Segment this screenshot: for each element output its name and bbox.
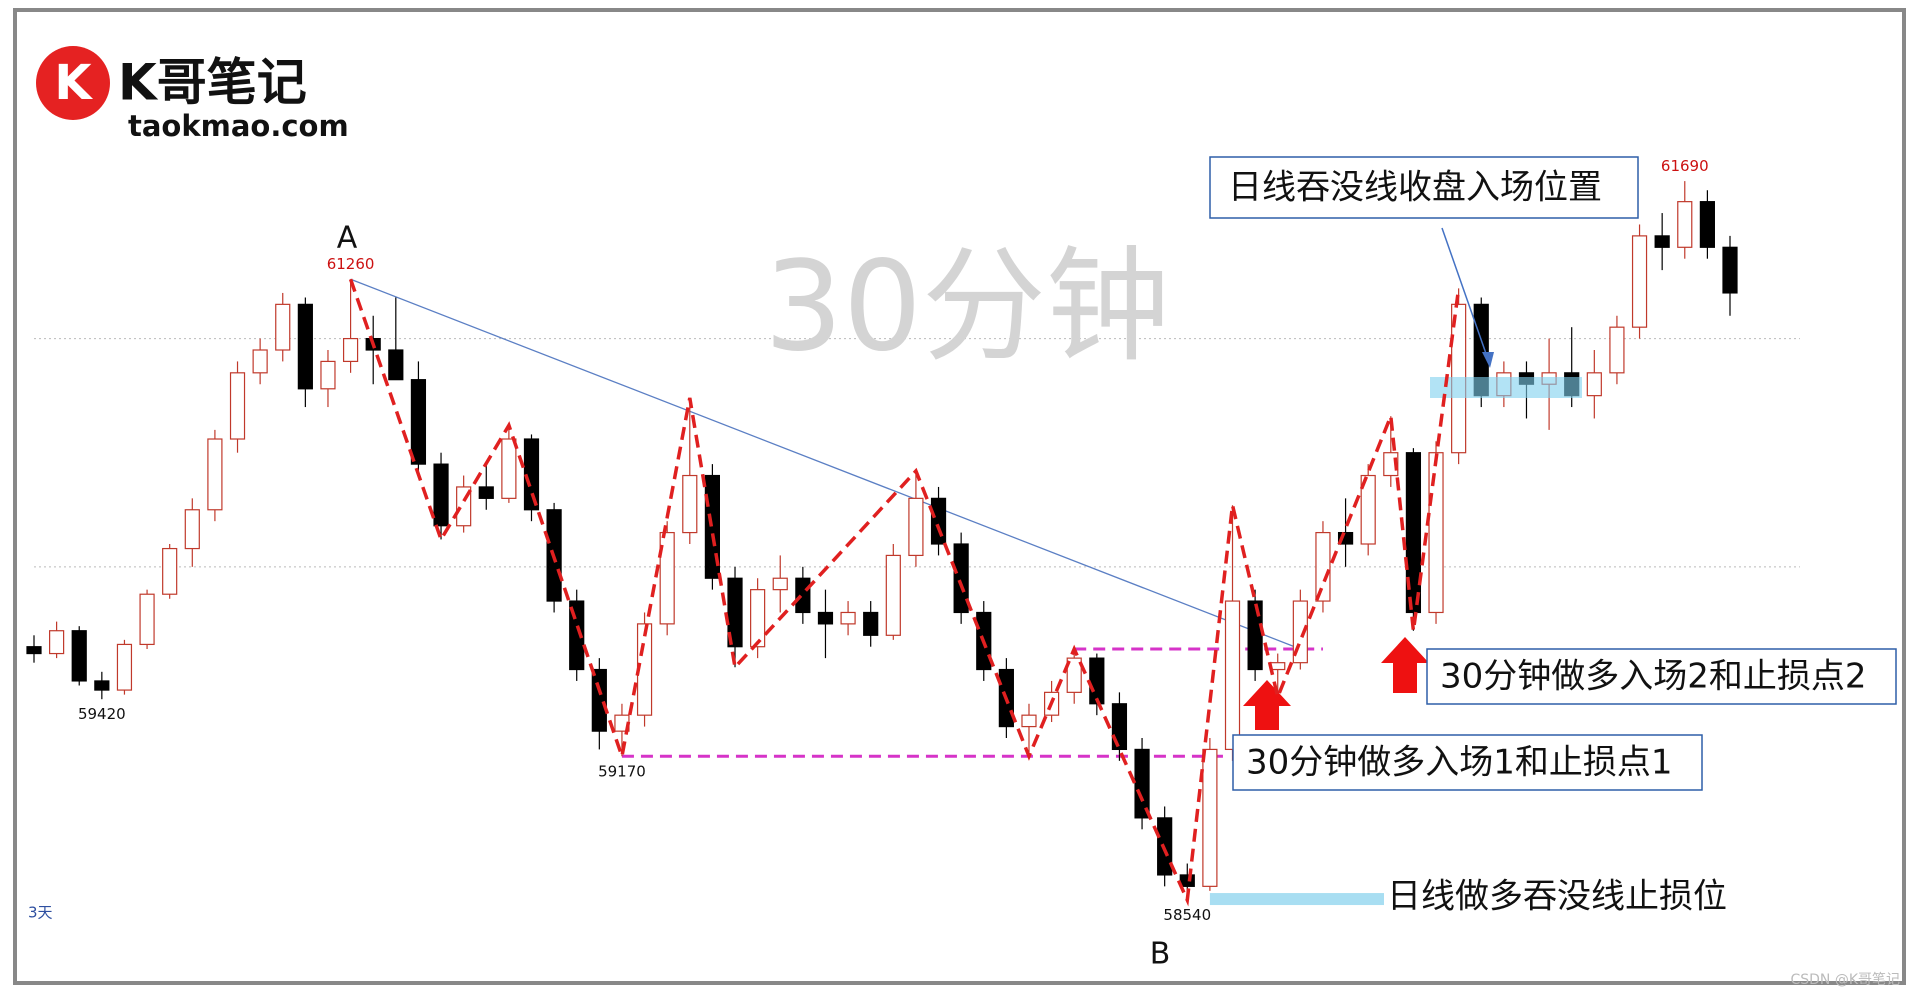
candle-body xyxy=(433,463,449,527)
zigzag xyxy=(348,278,1461,907)
stop-bar xyxy=(1209,893,1384,906)
candle-body xyxy=(523,438,540,511)
point-label: B xyxy=(1150,937,1171,972)
candle-body xyxy=(772,577,788,591)
candle-body xyxy=(1021,714,1037,728)
price-label: 59420 xyxy=(78,705,126,723)
candle-body xyxy=(139,593,155,646)
entry-zone xyxy=(1430,377,1582,398)
candle-body xyxy=(1631,235,1648,328)
candle-body xyxy=(1609,326,1625,374)
price-label: 61690 xyxy=(1661,157,1709,175)
price-label: 58540 xyxy=(1163,906,1211,924)
candle-body xyxy=(1722,246,1738,294)
candle-body xyxy=(1586,372,1602,397)
candle-body xyxy=(1134,748,1150,819)
arrow-up xyxy=(1381,637,1429,693)
candle-body xyxy=(49,630,65,655)
candle-body xyxy=(1270,662,1286,671)
candle-body xyxy=(342,337,359,363)
logo-name: K哥笔记 xyxy=(118,54,307,112)
candle-body xyxy=(275,303,291,351)
candle-body xyxy=(1066,657,1082,693)
callout-text: 30分钟做多入场1和止损点1 xyxy=(1246,743,1673,783)
logo-mark: K xyxy=(54,55,93,111)
candle-body xyxy=(478,486,494,499)
callout-box xyxy=(1426,648,1897,705)
price-label: 61260 xyxy=(327,255,375,273)
frame xyxy=(13,8,1906,985)
callout-box xyxy=(1209,156,1639,219)
candle-body xyxy=(252,349,268,374)
trend-line xyxy=(350,278,1301,650)
candle-body xyxy=(908,497,924,557)
candle-body xyxy=(930,497,947,545)
candle-body xyxy=(1405,452,1422,614)
candle-body xyxy=(1337,531,1354,545)
candle-body xyxy=(1202,748,1218,887)
callout-text: 日线吞没线收盘入场位置 xyxy=(1228,168,1602,208)
candle-body xyxy=(229,372,246,440)
period-label: 3天 xyxy=(28,904,53,922)
candle-body xyxy=(795,577,811,614)
callout-text: 日线做多吞没线止损位 xyxy=(1387,877,1727,917)
candle-body xyxy=(1699,201,1715,248)
price-label: 59170 xyxy=(598,762,646,780)
candle-body xyxy=(1179,874,1195,887)
candle-body xyxy=(410,379,427,465)
candle-body xyxy=(953,543,969,614)
candle-body xyxy=(1315,531,1331,602)
credit: CSDN @K哥笔记 xyxy=(1790,972,1900,988)
candle-body xyxy=(162,547,178,595)
arrow-up xyxy=(1243,680,1291,730)
candle-body xyxy=(207,438,223,511)
candle-body xyxy=(863,611,879,636)
candle-body xyxy=(320,360,336,390)
callout-box xyxy=(1232,734,1703,791)
candle-body xyxy=(591,668,607,732)
candle-body xyxy=(659,531,675,625)
callout-text: 30分钟做多入场2和止损点2 xyxy=(1440,657,1867,697)
candle-body xyxy=(1677,201,1693,248)
watermark: 30分钟 xyxy=(764,235,1170,379)
candle-body xyxy=(297,303,313,390)
candle-body xyxy=(682,474,698,534)
candle-body xyxy=(26,646,42,655)
candle-body xyxy=(1224,600,1241,751)
candle-body xyxy=(71,630,87,682)
candle-body xyxy=(1654,235,1670,248)
candle-body xyxy=(1360,474,1376,545)
candle-body xyxy=(727,577,743,648)
candle-body xyxy=(1428,452,1444,614)
candle-body xyxy=(94,680,110,691)
candle-body xyxy=(184,509,200,550)
candle-body xyxy=(1247,600,1263,671)
pointer-line xyxy=(1441,227,1491,366)
candle-body xyxy=(840,611,856,625)
pointer-head xyxy=(1482,352,1494,368)
candle-body xyxy=(817,611,834,625)
logo-circle xyxy=(36,46,110,120)
candle-body xyxy=(750,589,766,648)
candle-body xyxy=(388,349,404,381)
candle-body xyxy=(116,643,133,691)
point-label: A xyxy=(337,221,358,256)
candle-body xyxy=(885,554,901,636)
candle-body xyxy=(501,438,517,499)
logo-site: taokmao.com xyxy=(128,109,349,143)
candle-body xyxy=(1089,657,1105,705)
